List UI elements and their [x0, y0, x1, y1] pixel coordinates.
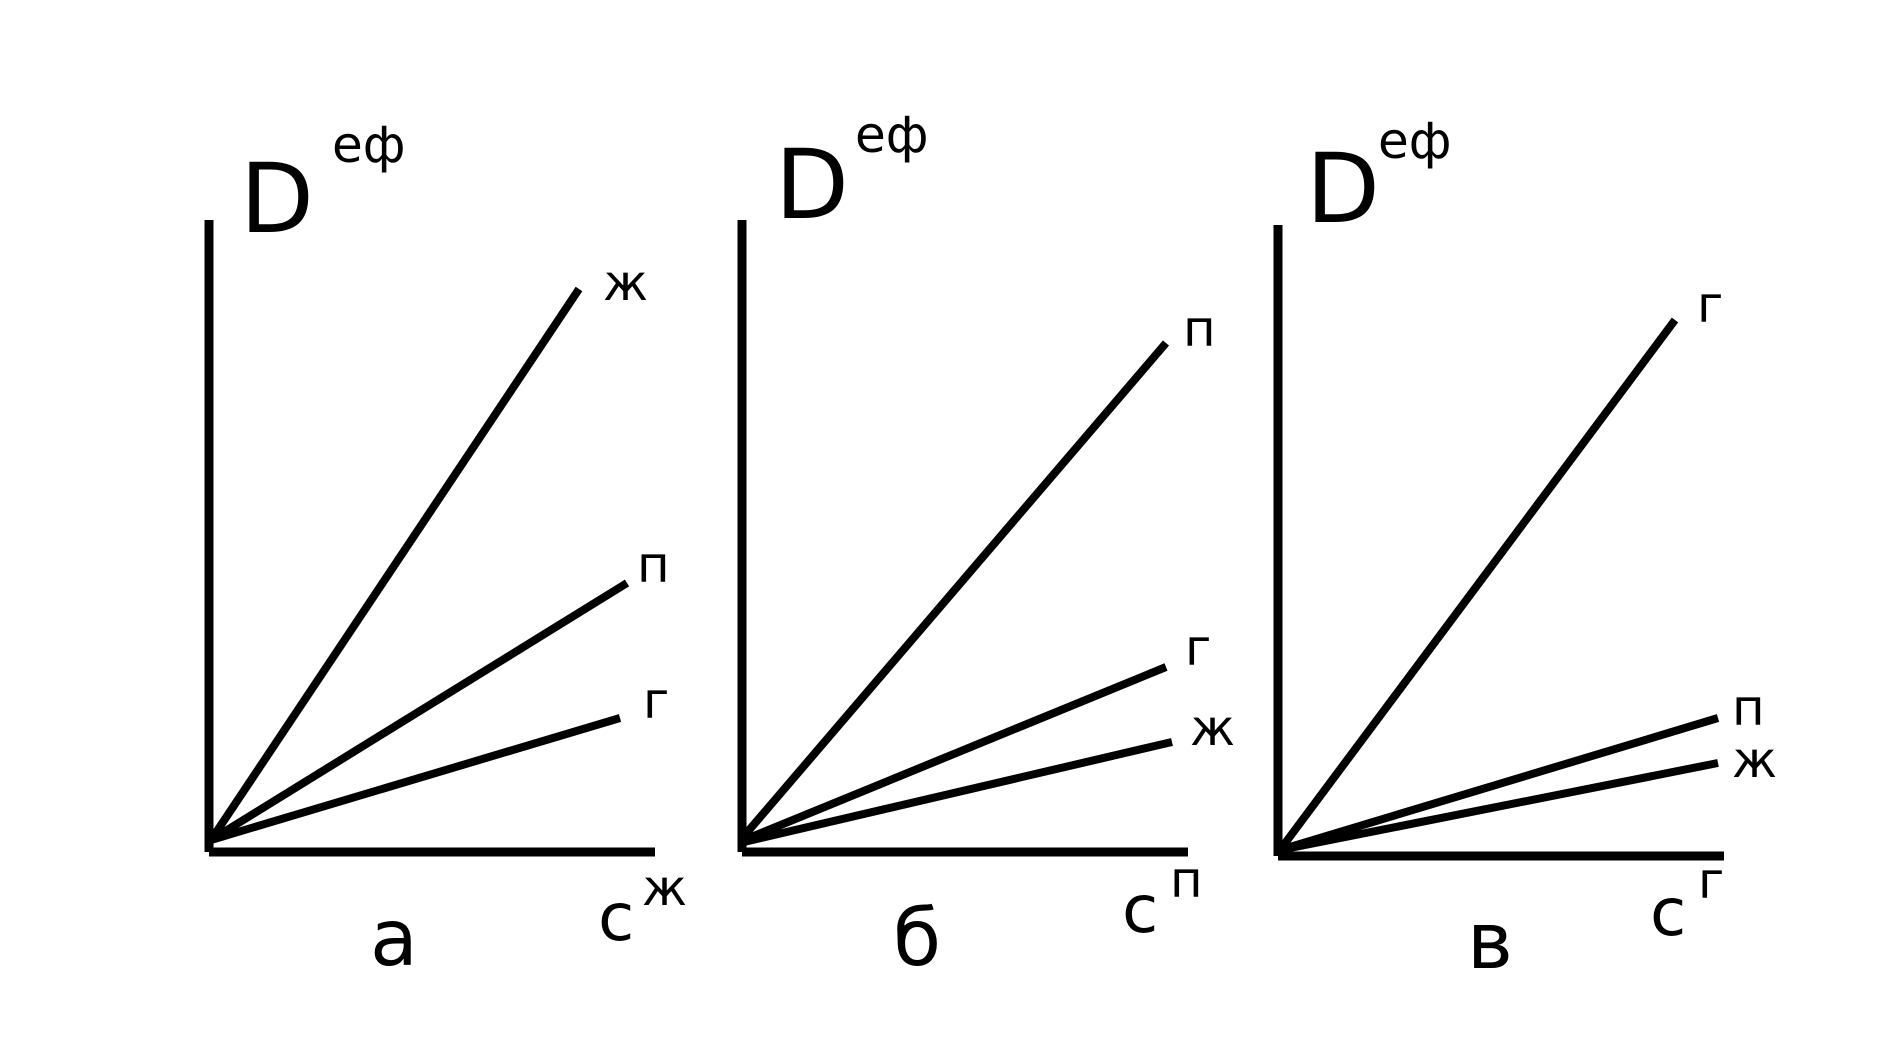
panel-c-x-label-base: с [1650, 874, 1686, 951]
panel-c-y-label-sup: еф [1378, 112, 1452, 170]
panel-b-line-2 [742, 663, 1168, 844]
panel-b-line-3-label: ж [1190, 699, 1235, 757]
panel-b-line-2-label: г [1185, 619, 1211, 677]
panel-b-x-label-sup: п [1170, 851, 1203, 909]
panel-c-line-2 [1278, 714, 1720, 854]
panel-b-line-3 [743, 738, 1173, 846]
panel-b-line-1 [740, 340, 1170, 839]
panel-b-y-label: D [775, 129, 849, 241]
panel-a-line-1-label: ж [603, 254, 648, 312]
panel-b-letter: б [893, 894, 941, 984]
panel-c-line-3-label: ж [1732, 731, 1777, 789]
panel-a-line-2-label: п [637, 536, 670, 594]
panel-a: D еф ж п г с ж а [204, 116, 687, 984]
panel-c-line-1 [1276, 317, 1679, 853]
panel-c-y-label-base: D [1306, 133, 1380, 245]
panel-a-x-label-sup: ж [642, 859, 687, 917]
panel-b-y-label-base: D [775, 129, 849, 241]
panel-a-y-label-sup: еф [332, 116, 406, 174]
panel-c-letter: в [1467, 897, 1513, 987]
panel-c-line-1-label: г [1697, 276, 1723, 334]
panel-a-line-3-label: г [643, 672, 669, 730]
panel-c: D еф г п ж с г в [1273, 112, 1777, 987]
panel-a-y-label: D [240, 143, 314, 255]
panel-b-x-label-base: с [1122, 871, 1158, 948]
panel-c-line-2-label: п [1732, 679, 1765, 737]
panel-b: D еф п г ж с п б [737, 106, 1235, 984]
panel-b-line-1-label: п [1183, 300, 1216, 358]
panel-a-line-2 [208, 579, 630, 844]
panel-a-line-3 [209, 714, 622, 844]
panel-a-line-1 [207, 286, 583, 843]
panel-c-x-label-sup: г [1698, 852, 1724, 910]
panel-a-y-label-base: D [240, 143, 314, 255]
panel-a-letter: а [370, 894, 418, 984]
panel-b-y-label-sup: еф [855, 106, 929, 164]
panel-c-y-label: D [1306, 133, 1380, 245]
panel-a-x-label-base: с [598, 879, 634, 956]
panel-c-line-3 [1279, 759, 1719, 854]
